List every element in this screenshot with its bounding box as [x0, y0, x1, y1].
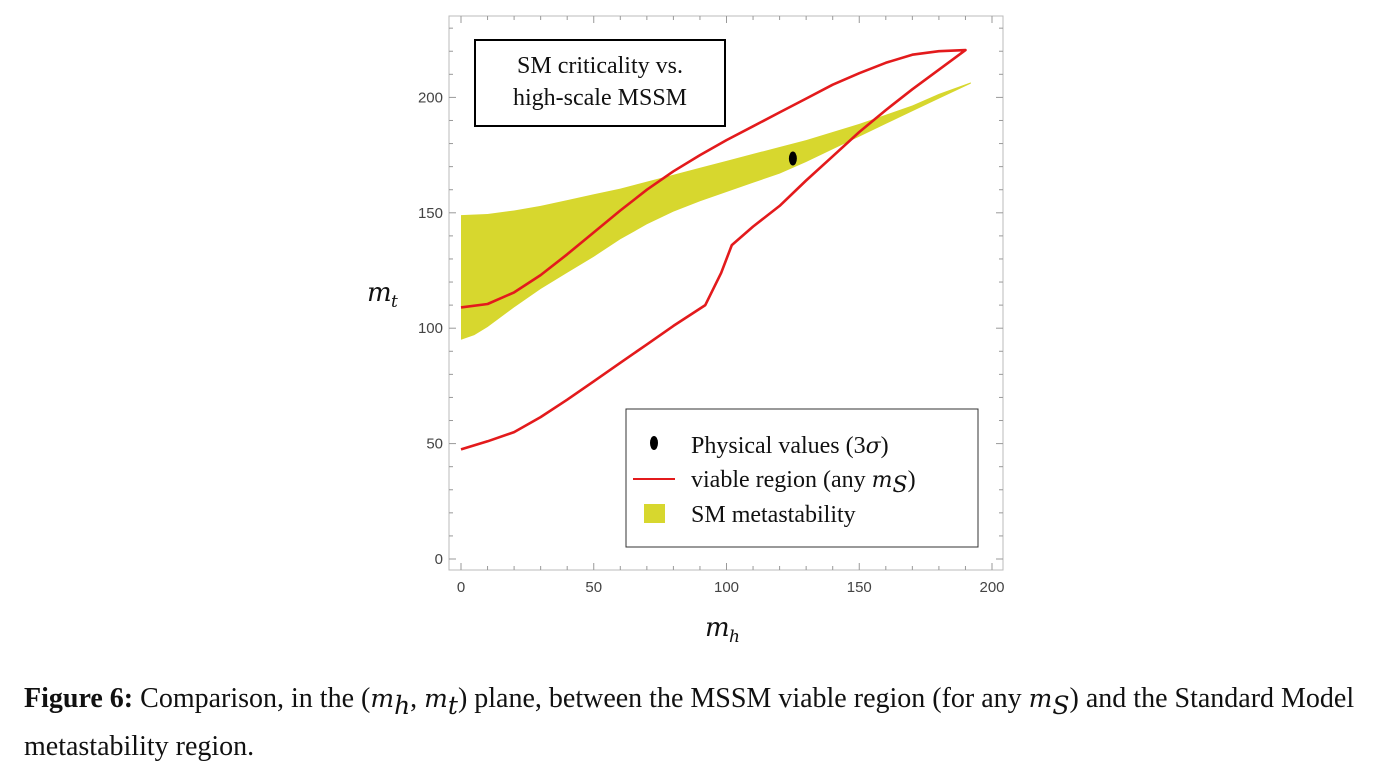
sm-metastability-area — [461, 82, 971, 340]
title-box-line-1: SM criticality vs. — [517, 53, 683, 79]
legend-metastability-label: SM metastability — [691, 502, 856, 528]
y-tick-label: 200 — [418, 89, 443, 106]
figure-caption: Figure 6: Comparison, in the (mh, mt) pl… — [24, 683, 1355, 762]
y-tick-label: 100 — [418, 320, 443, 337]
physical-values-point — [788, 151, 797, 166]
x-tick-label: 150 — [847, 579, 872, 596]
legend-physical-marker — [650, 436, 658, 450]
x-tick-label: 100 — [714, 579, 739, 596]
legend-viable-label: viable region (any mS) — [691, 467, 916, 498]
tick-marks — [449, 16, 1003, 570]
viable-region-boundary — [460, 48, 967, 451]
x-tick-label: 200 — [979, 579, 1004, 596]
y-axis-title: m t — [367, 278, 398, 312]
legend-border — [625, 408, 979, 548]
y-tick-label: 50 — [426, 436, 443, 453]
title-box-line-2: high-scale MSSM — [513, 85, 687, 111]
legend-metastability-swatch — [644, 504, 665, 523]
x-tick-labels: 0 50 100 150 200 — [457, 579, 1005, 596]
x-tick-label: 0 — [457, 579, 465, 596]
title-box-border — [474, 39, 726, 127]
x-tick-label: 50 — [585, 579, 602, 596]
y-tick-labels: 0 50 100 150 200 — [418, 89, 443, 568]
legend: Physical values (3σ) viable region (any … — [625, 408, 979, 548]
series-layer — [460, 48, 971, 451]
caption-label: Figure 6: — [24, 683, 134, 714]
legend-physical-label: Physical values (3σ) — [691, 433, 889, 459]
y-tick-label: 150 — [418, 205, 443, 222]
y-axis-title-var: m — [367, 278, 392, 308]
y-tick-label: 0 — [435, 551, 443, 568]
x-axis-title-var: m — [705, 613, 730, 643]
title-box: SM criticality vs. high-scale MSSM — [474, 39, 726, 127]
chart: 0 50 100 150 200 0 50 100 150 200 SM criticality… — [367, 15, 1005, 647]
legend-sigma: σ — [866, 434, 882, 459]
x-axis-title: m h — [705, 613, 740, 647]
y-axis-title-sub: t — [391, 292, 398, 312]
x-axis-title-sub: h — [729, 627, 740, 647]
